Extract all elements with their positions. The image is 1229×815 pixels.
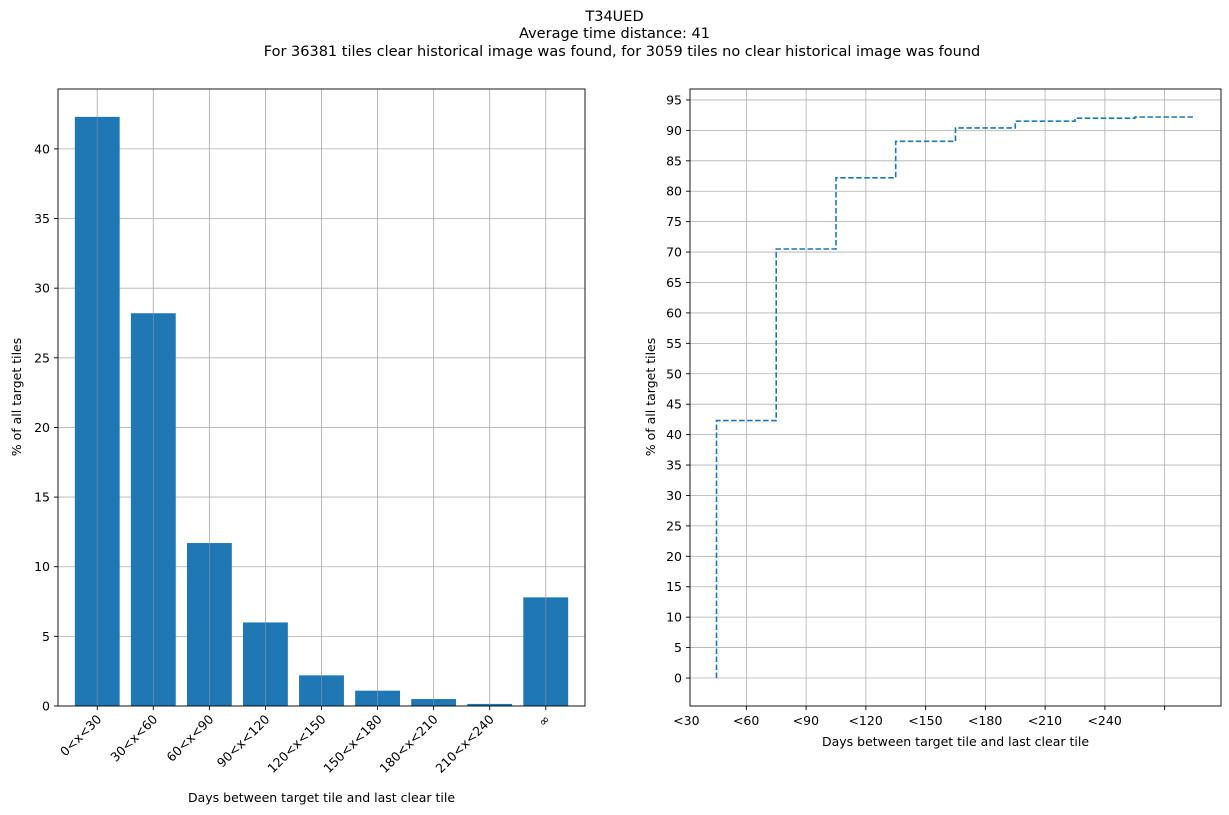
x-tick-label: 30<x<60 [107,711,160,764]
y-tick-label: 40 [666,427,682,442]
step-chart-line [715,116,1195,678]
y-tick-label: 40 [34,141,50,156]
x-tick-label: 60<x<90 [163,711,216,764]
y-tick-label: 90 [666,123,682,138]
step-chart-frame [689,88,1222,707]
y-tick-label: 20 [34,420,50,435]
x-tick-label: 90<x<120 [214,711,273,770]
bar-chart: 0 5 10 15 20 25 30 35 40 0<x<30 30<x<60 60<x<9090<x… [9,88,586,805]
x-tick-label: <180 [968,713,1002,728]
y-tick-label: 25 [34,350,50,365]
x-tick-label: <210 [1028,713,1062,728]
y-tick-label: 35 [34,211,50,226]
y-tick-label: 30 [34,281,50,296]
y-tick-label: 70 [666,245,682,260]
y-tick-label: 15 [34,490,50,505]
step-chart: 0 5 10 15 20 25 30 35 40 45 50 55 60 65 70 75 80 85 90 95 <3… [643,88,1222,749]
y-tick-label: 85 [666,153,682,168]
x-tick-label: <60 [733,713,759,728]
y-tick-label: 75 [666,214,682,229]
step-chart-ylabel: % of all target tiles [643,338,658,456]
x-tick-label: 210<x<240 [432,711,496,775]
step-chart-xlabel: Days between target tile and last clear … [822,734,1089,749]
y-tick-label: 65 [666,275,682,290]
y-tick-label: 55 [666,336,682,351]
y-tick-label: 50 [666,366,682,381]
y-tick-label: 45 [666,397,682,412]
x-tick-label: <120 [848,713,882,728]
x-tick-label: 120<x<150 [264,711,328,775]
step-chart-axes: 0 5 10 15 20 25 30 35 40 45 50 55 60 65 70 75 80 85 90 95 <3… [666,88,1222,728]
bar-chart-xlabel: Days between target tile and last clear … [188,790,455,805]
y-tick-label: 30 [666,488,682,503]
x-tick-label: 180<x<210 [376,711,440,775]
y-tick-label: 20 [666,549,682,564]
step-chart-grid [690,89,1221,706]
x-tick-label: <90 [793,713,819,728]
y-tick-label: 25 [666,518,682,533]
y-tick-label: 10 [34,559,50,574]
y-tick-label: 0 [674,671,682,686]
x-tick-label: 0<x<30 [57,711,105,759]
x-tick-label: <150 [908,713,942,728]
bar-chart-bars [74,89,569,706]
bar-chart-ylabel: % of all target tiles [9,338,24,456]
y-tick-label: 80 [666,184,682,199]
x-tick-label: <240 [1087,713,1121,728]
step-series-line [715,116,1195,678]
x-tick-label: ∞ [535,712,553,730]
y-tick-label: 5 [42,629,50,644]
y-tick-label: 0 [42,699,50,714]
figure-title-line-1: T34UED [584,9,643,25]
y-tick-label: 10 [666,610,682,625]
y-tick-label: 5 [674,640,682,655]
y-tick-label: 95 [666,92,682,107]
figure-title-line-2: Average time distance: 41 [519,26,710,42]
y-tick-label: 60 [666,305,682,320]
x-tick-label: 150<x<180 [320,711,384,775]
y-tick-label: 35 [666,458,682,473]
y-tick-label: 15 [666,579,682,594]
x-tick-label: <30 [673,713,699,728]
figure-title-line-3: For 36381 tiles clear historical image w… [264,44,980,60]
